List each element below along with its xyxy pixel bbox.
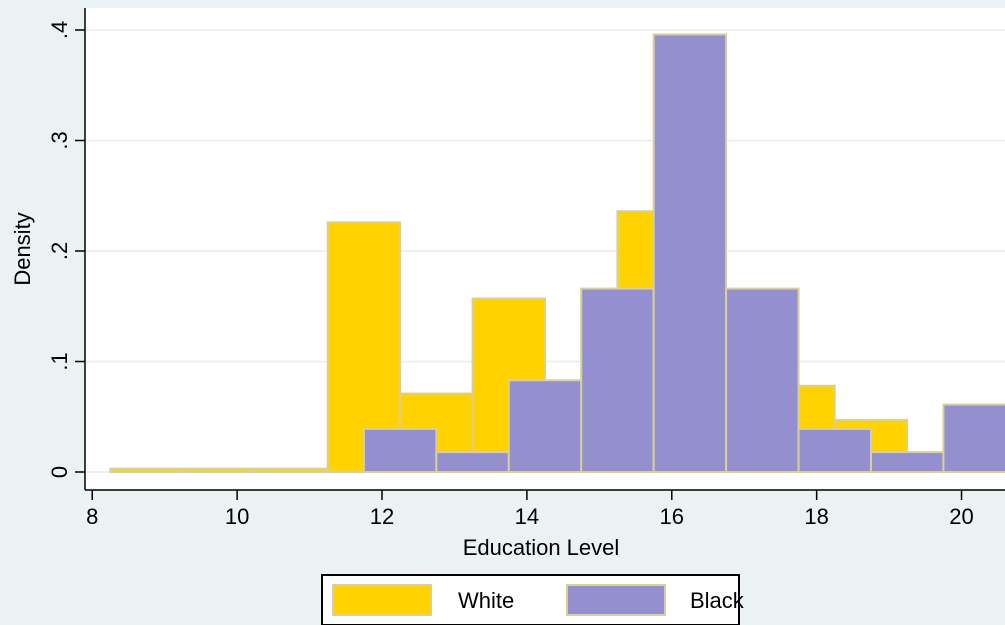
x-tick-label: 12: [370, 504, 394, 529]
y-tick-label: .3: [47, 131, 72, 149]
legend-label-black: Black: [690, 588, 745, 613]
y-tick-label: .1: [47, 352, 72, 370]
axes: [84, 8, 1005, 491]
x-tick-label: 16: [660, 504, 684, 529]
y-axis-ticks: 0 .1 .2 .3 .4: [47, 21, 85, 478]
x-tick-label: 18: [804, 504, 828, 529]
y-tick-label: .2: [47, 242, 72, 260]
bar-black: [435, 451, 510, 473]
bar-black: [797, 427, 872, 473]
bar-black: [507, 379, 583, 473]
x-tick-label: 14: [515, 504, 539, 529]
x-axis-title: Education Level: [463, 535, 620, 560]
legend-swatch-black: [566, 584, 666, 616]
bar-white: [254, 467, 329, 473]
legend: White Black: [321, 574, 745, 625]
y-tick-label: 0: [47, 466, 72, 478]
x-tick-label: 10: [225, 504, 249, 529]
bar-black: [725, 287, 800, 473]
x-tick-label: 20: [949, 504, 973, 529]
bar-black: [580, 287, 655, 473]
bar-white: [109, 467, 184, 473]
y-axis-title: Density: [10, 212, 35, 285]
y-tick-label: .4: [47, 21, 72, 39]
legend-swatch-white: [332, 584, 432, 616]
legend-label-white: White: [458, 588, 514, 613]
x-axis-ticks: 8 10 12 14 16 18 20: [86, 490, 974, 529]
bar-black: [652, 33, 728, 473]
bar-white: [181, 467, 257, 473]
x-tick-label: 8: [86, 504, 98, 529]
bar-black: [869, 451, 945, 473]
bar-black: [362, 427, 438, 473]
bar-black: [942, 403, 1005, 473]
bars: [109, 33, 1005, 474]
